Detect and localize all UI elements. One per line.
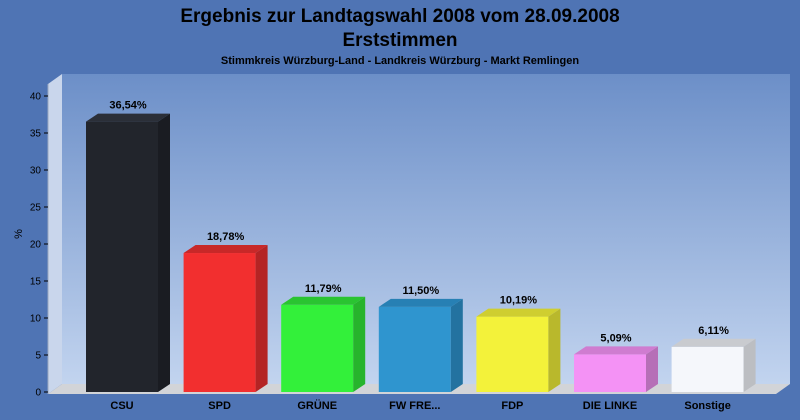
bar-side <box>548 308 561 392</box>
x-tick-label: FW FRE... <box>389 400 440 412</box>
data-label: 36,54% <box>109 100 147 112</box>
data-label: 11,79% <box>305 283 342 295</box>
plot-left-wall <box>48 74 62 394</box>
chart-title-line2: Erststimmen <box>342 30 457 51</box>
bar-top <box>378 298 463 307</box>
bar-top <box>86 113 170 122</box>
x-tick-label: CSU <box>110 400 133 412</box>
data-label: 18,78% <box>207 231 245 243</box>
x-tick-label: Sonstige <box>684 400 730 412</box>
y-axis-label: % <box>13 229 25 239</box>
x-tick-label: DIE LINKE <box>583 400 637 412</box>
y-axis: 0 5 10 15 20 25 30 35 40 <box>30 92 48 399</box>
bar-top <box>183 245 268 254</box>
bar-side <box>450 298 463 392</box>
bar-side <box>255 245 268 392</box>
bar <box>183 245 268 392</box>
bar <box>476 308 561 392</box>
chart-title: Ergebnis zur Landtagswahl 2008 vom 28.09… <box>180 6 619 27</box>
data-label: 6,11% <box>698 325 729 337</box>
data-label: 11,50% <box>402 285 439 297</box>
y-tick-label: 30 <box>30 166 42 177</box>
bar <box>378 298 463 392</box>
y-tick-label: 40 <box>30 92 42 103</box>
bar <box>671 338 756 392</box>
bar-top <box>476 308 561 317</box>
bar-side <box>353 296 366 392</box>
y-tick-label: 25 <box>30 203 42 214</box>
bar-side <box>743 338 756 392</box>
x-tick-label: GRÜNE <box>297 399 337 412</box>
bar-front <box>378 306 451 392</box>
bar-top <box>281 296 366 305</box>
bar <box>574 346 658 392</box>
data-label: 5,09% <box>600 332 631 344</box>
bars <box>86 113 756 392</box>
bar-side <box>158 113 170 392</box>
bar-front <box>671 346 744 392</box>
data-label: 10,19% <box>500 295 538 307</box>
y-tick-label: 0 <box>35 388 41 399</box>
x-tick-label: FDP <box>501 400 523 412</box>
chart-subtitle: Stimmkreis Würzburg-Land - Landkreis Wür… <box>221 55 579 67</box>
y-tick-label: 10 <box>30 314 42 325</box>
bar-front <box>183 253 256 392</box>
y-tick-label: 15 <box>30 277 42 288</box>
bar-front <box>574 354 646 392</box>
y-tick-label: 5 <box>35 351 41 362</box>
category-labels: CSU SPD GRÜNE FW FRE... FDP DIE LINKE Sonstige <box>110 399 730 412</box>
y-tick-label: 35 <box>30 129 42 140</box>
bar <box>86 113 170 392</box>
bar-front <box>86 121 158 392</box>
bar-top <box>574 346 658 355</box>
bar-front <box>281 304 354 392</box>
y-tick-label: 20 <box>30 240 42 251</box>
bar-top <box>671 338 756 347</box>
bar-side <box>646 346 658 392</box>
bar <box>281 296 366 392</box>
bar-front <box>476 316 549 392</box>
x-tick-label: SPD <box>208 400 231 412</box>
data-labels: 36,54% 18,78% 11,79% 11,50% 10,19% 5,09% 6,11% <box>109 100 729 345</box>
